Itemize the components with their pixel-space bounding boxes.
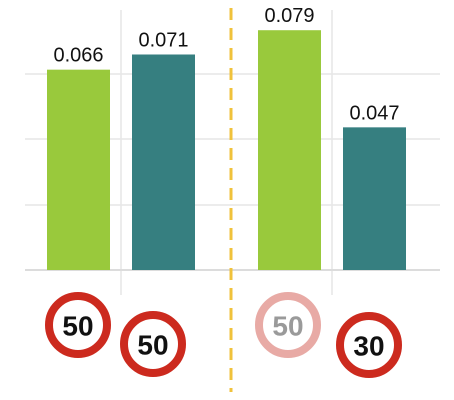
bar-value-label: 0.047 (349, 102, 399, 124)
sign-ring (336, 312, 402, 378)
bar-value-label: 0.071 (138, 29, 188, 51)
speed-limit-sign-icon: 50 (120, 311, 186, 377)
sign-speed-value: 30 (353, 331, 384, 362)
speed-signs: 50 50 50 30 (45, 292, 402, 378)
value-labels: 0.066 0.071 0.079 0.047 (53, 5, 399, 124)
bar-2-2 (343, 127, 406, 270)
speed-limit-sign-icon: 30 (336, 312, 402, 378)
bar-1-2 (132, 54, 195, 271)
sign-speed-value: 50 (137, 330, 168, 361)
speed-limit-sign-icon: 50 (255, 292, 321, 358)
bars (47, 30, 406, 271)
speed-limit-sign-icon: 50 (45, 292, 111, 358)
bar-2-1 (258, 30, 321, 271)
bar-1-1 (47, 69, 110, 270)
sign-ring (255, 292, 321, 358)
bar-value-label: 0.066 (53, 45, 103, 67)
bar-value-label: 0.079 (264, 5, 314, 27)
sign-ring (120, 311, 186, 377)
sign-ring (45, 292, 111, 358)
sign-speed-value: 50 (62, 311, 93, 342)
sign-speed-value: 50 (272, 311, 303, 342)
